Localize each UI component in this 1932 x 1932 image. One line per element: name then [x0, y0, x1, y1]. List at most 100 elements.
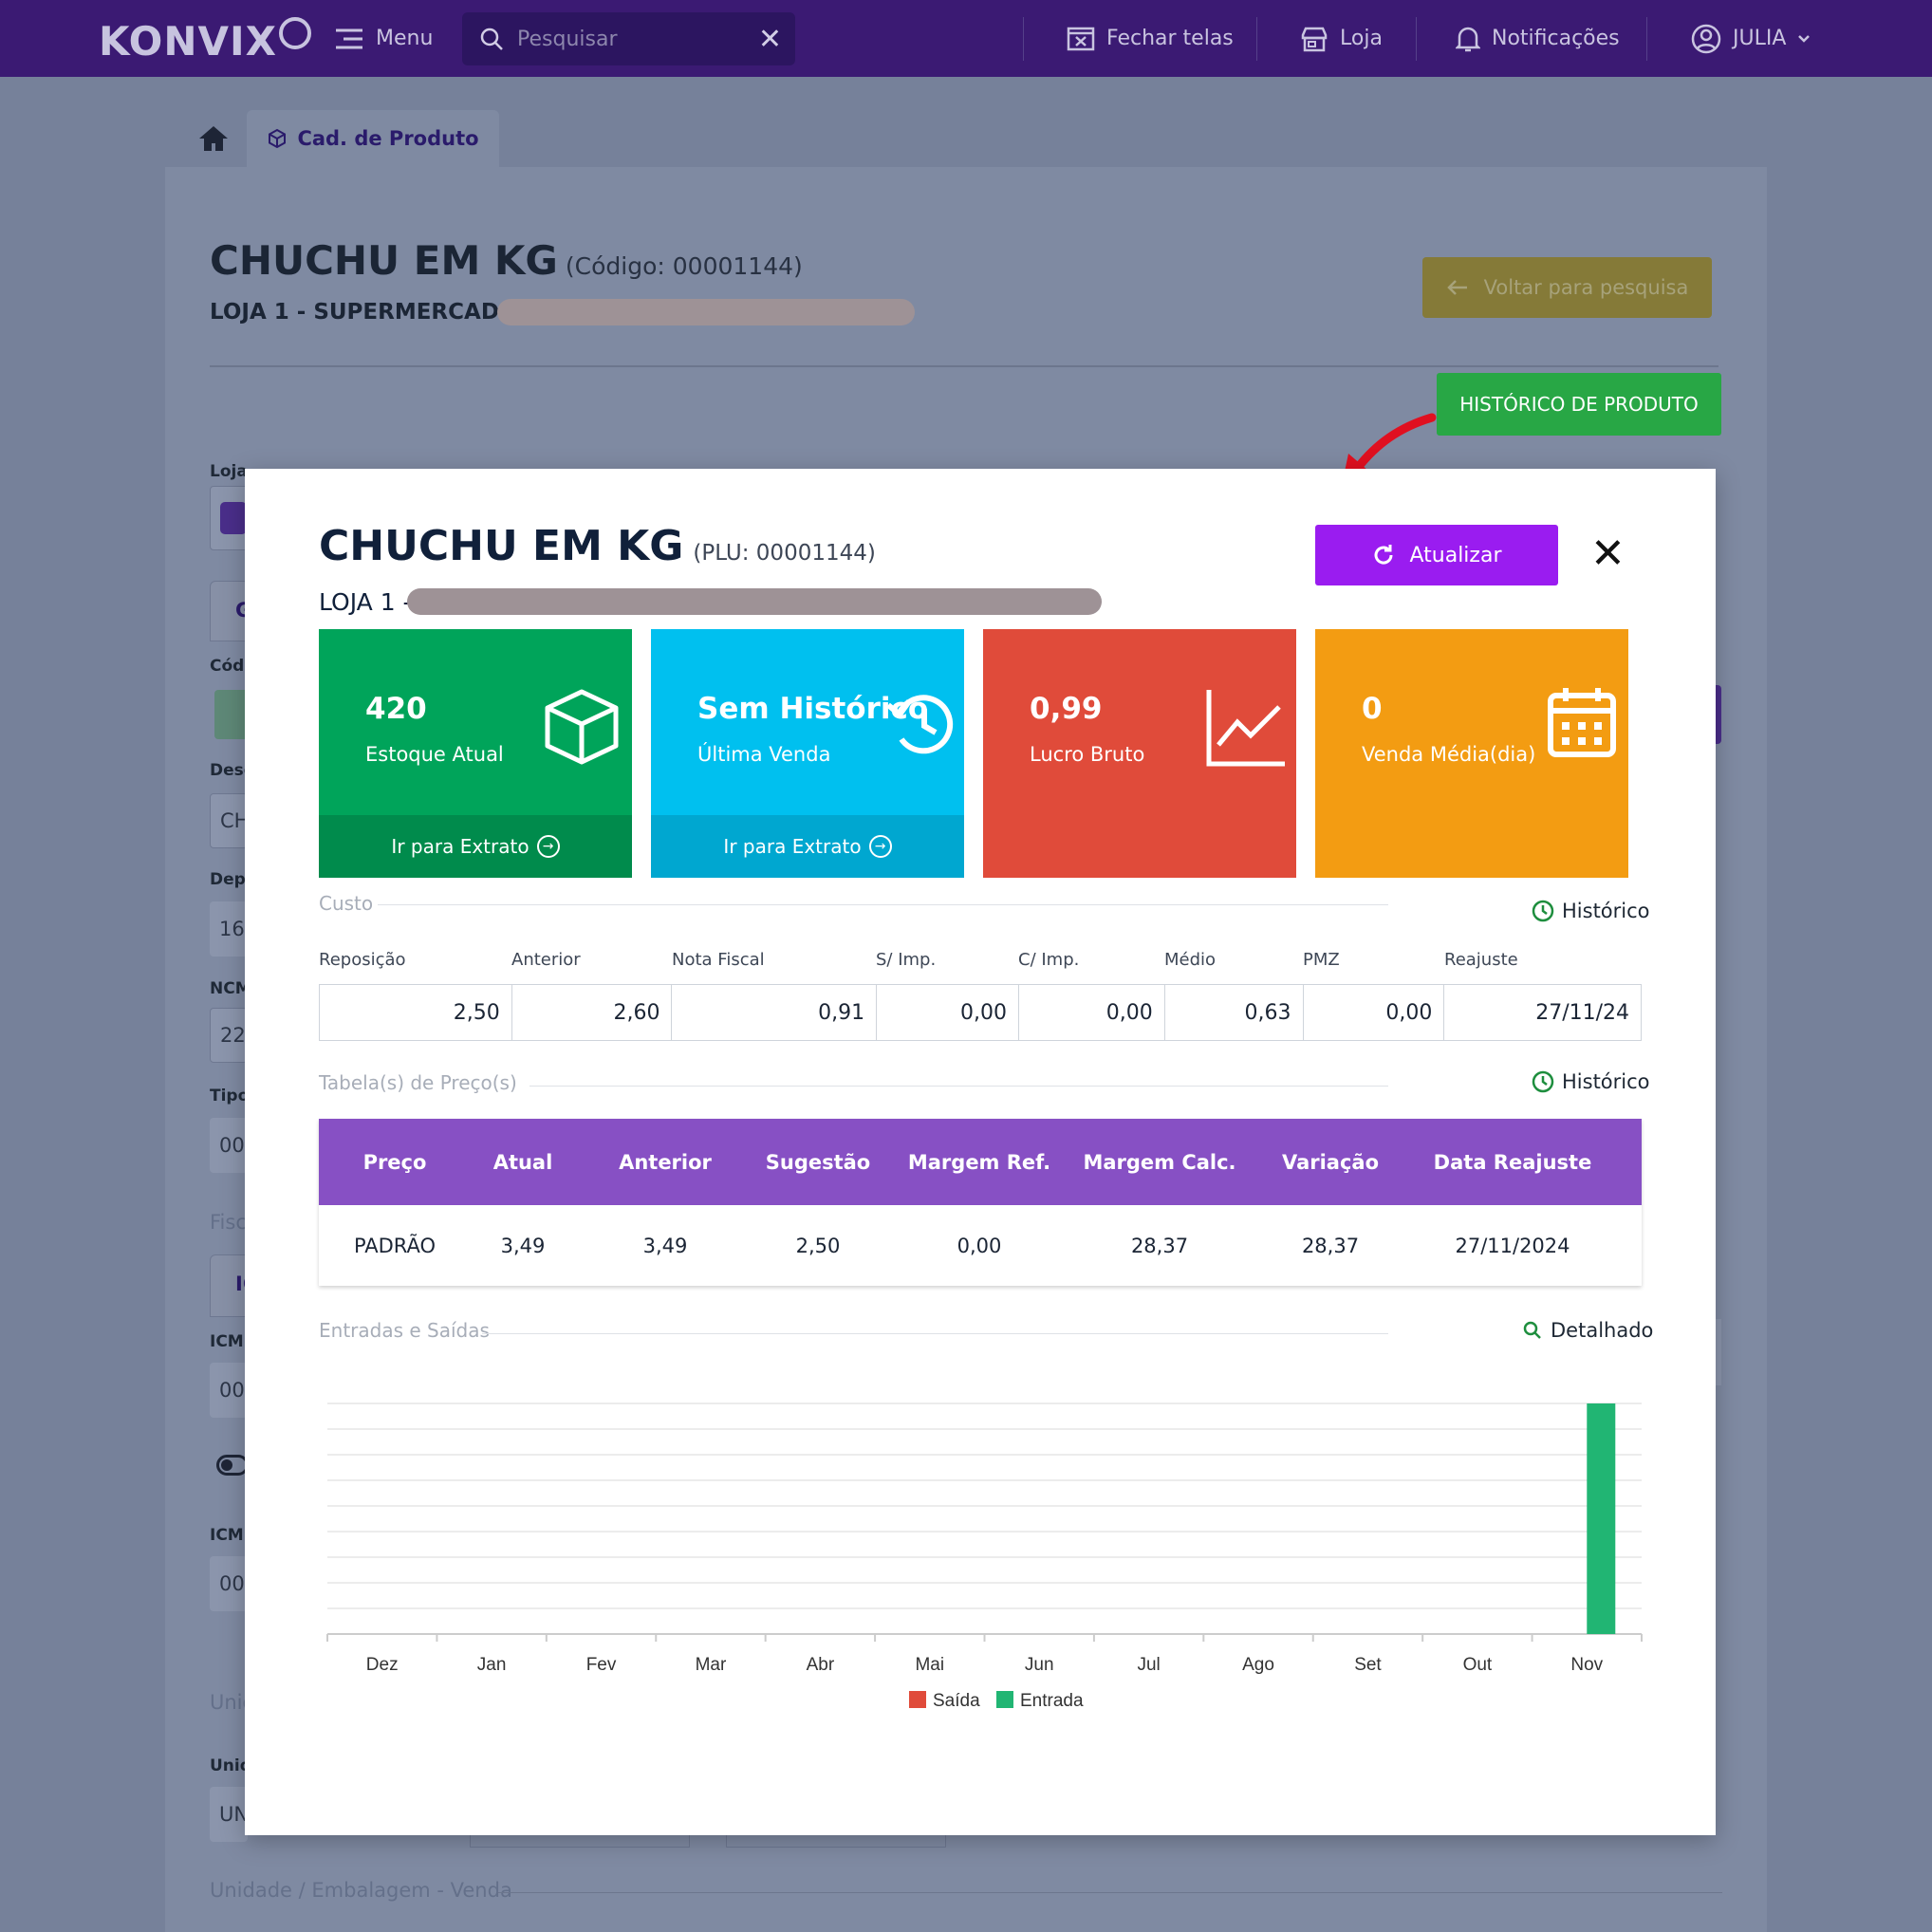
cost-header: C/ Imp. [1018, 950, 1080, 970]
extract-link-label: Ir para Extrato [391, 835, 529, 858]
calendar-icon [1548, 688, 1616, 757]
search-icon [480, 28, 503, 50]
bg-ncm-field[interactable]: 22 [210, 1008, 248, 1063]
search-icon [1523, 1321, 1541, 1339]
back-to-search-button[interactable]: Voltar para pesquisa [1422, 257, 1712, 318]
product-history-label: HISTÓRICO DE PRODUTO [1459, 393, 1699, 416]
table-cell: 3,49 [642, 1234, 688, 1257]
cube-icon [269, 128, 287, 149]
user-menu[interactable]: JULIA [1691, 0, 1822, 77]
bg-type-field[interactable]: 00 [210, 1118, 248, 1173]
chart-tick-label: Nov [1570, 1655, 1603, 1675]
cost-average[interactable]: 0,63 [1165, 985, 1304, 1040]
top-navbar: KONVIX Menu Pesquisar ✕ Fechar telas Loj… [0, 0, 1932, 77]
cost-replacement[interactable]: 2,50 [320, 985, 512, 1040]
page-title: CHUCHU EM KG (Código: 00001144) [210, 237, 803, 284]
col-header: Atual [492, 1150, 553, 1174]
bg-label-type: Tipo [210, 1087, 250, 1105]
home-tab[interactable] [180, 110, 247, 167]
bg-toggle[interactable] [216, 1455, 249, 1476]
bg-description-field[interactable]: CH [210, 793, 249, 848]
store-button[interactable]: Loja [1300, 0, 1383, 77]
bg-tab[interactable]: G [210, 581, 251, 641]
cost-pmz[interactable]: 0,00 [1304, 985, 1445, 1040]
bg-section-packaging: Unidade / Embalagem - Venda [210, 1879, 512, 1902]
bg-label-code: Códi [210, 657, 251, 676]
stock-label: Estoque Atual [365, 743, 504, 766]
back-button-label: Voltar para pesquisa [1483, 276, 1689, 299]
bg-label-store: Loja [210, 462, 248, 481]
clock-icon [1532, 900, 1554, 922]
update-button[interactable]: Atualizar [1315, 525, 1558, 585]
refresh-icon [1374, 545, 1393, 565]
divider [210, 365, 1718, 367]
bg-field-edge [726, 1835, 946, 1848]
divider [498, 1892, 1722, 1893]
redacted-text [407, 588, 1102, 615]
divider [1416, 17, 1417, 61]
bg-icms-field-2[interactable]: 00 [210, 1556, 248, 1611]
notifications-button[interactable]: Notificações [1456, 0, 1620, 77]
price-history-link[interactable]: Histórico [1532, 1070, 1650, 1093]
table-cell: 27/11/2024 [1455, 1234, 1570, 1257]
last-sale-label: Última Venda [697, 743, 831, 766]
col-header: Anterior [619, 1150, 712, 1174]
bg-store-select[interactable] [210, 486, 250, 550]
box-icon [545, 689, 619, 765]
close-modal-button[interactable]: ✕ [1590, 529, 1625, 578]
table-cell: 28,37 [1301, 1234, 1360, 1257]
legend-swatch [996, 1691, 1013, 1708]
modal-plu: (PLU: 00001144) [693, 541, 876, 566]
bg-label-unit: Unid [210, 1756, 251, 1775]
tab-product-register[interactable]: Cad. de Produto [247, 110, 499, 167]
close-screens-button[interactable]: Fechar telas [1067, 0, 1234, 77]
redacted-text [497, 299, 915, 325]
history-link-label: Histórico [1562, 1070, 1650, 1093]
chart-tick-label: Dez [366, 1655, 399, 1675]
clear-search-icon[interactable]: ✕ [757, 22, 782, 56]
modal-title: CHUCHU EM KG (PLU: 00001144) [319, 522, 876, 570]
cost-previous[interactable]: 2,60 [512, 985, 673, 1040]
cost-readjust-date[interactable]: 27/11/24 [1535, 1000, 1630, 1025]
arrow-right-circle-icon: → [868, 835, 892, 858]
store-icon [1301, 27, 1328, 51]
clock-icon [1532, 1070, 1554, 1093]
product-history-button[interactable]: HISTÓRICO DE PRODUTO [1437, 373, 1721, 436]
bg-code-button[interactable] [214, 690, 249, 739]
stock-tile: 420 Estoque Atual Ir para Extrato → [319, 629, 632, 878]
close-screens-label: Fechar telas [1106, 27, 1234, 50]
last-sale-tile: Sem Histórico Última Venda Ir para Extra… [651, 629, 964, 878]
bg-label-department: Depa [210, 870, 257, 889]
last-sale-extract-link[interactable]: Ir para Extrato → [651, 815, 964, 878]
table-cell: 0,00 [957, 1234, 1002, 1257]
bg-department-field[interactable]: 16 [210, 901, 248, 957]
tab-label: Cad. de Produto [297, 127, 479, 150]
line-chart-icon [1206, 690, 1285, 767]
cost-header: Nota Fiscal [672, 950, 765, 970]
detailed-link[interactable]: Detalhado [1522, 1319, 1653, 1342]
cost-with-tax[interactable]: 0,00 [1019, 985, 1165, 1040]
menu-button[interactable]: Menu [334, 0, 433, 77]
bg-unit-field[interactable]: UN [210, 1787, 249, 1842]
chart-tick-label: Mar [696, 1655, 727, 1675]
update-label: Atualizar [1409, 543, 1502, 567]
cost-no-tax[interactable]: 0,00 [877, 985, 1019, 1040]
cost-invoice[interactable]: 0,91 [672, 985, 878, 1040]
konvix-logo[interactable]: KONVIX [99, 17, 312, 65]
legend-swatch [909, 1691, 926, 1708]
cost-history-link[interactable]: Histórico [1532, 900, 1650, 922]
table-cell: PADRÃO [353, 1234, 437, 1257]
stock-extract-link[interactable]: Ir para Extrato → [319, 815, 632, 878]
bg-label-icms-2: ICMS [210, 1526, 255, 1545]
search-input[interactable]: Pesquisar [517, 27, 618, 51]
bg-label-icms: ICMS [210, 1332, 255, 1351]
bg-icms-field[interactable]: 00 [210, 1363, 248, 1418]
price-table: Preço Atual Anterior Sugestão Margem Ref… [319, 1119, 1642, 1286]
user-avatar-icon [1691, 24, 1721, 53]
bg-fiscal-tab[interactable]: IC [210, 1254, 257, 1317]
arrow-right-circle-icon: → [536, 835, 560, 858]
cost-header: Médio [1164, 950, 1217, 970]
col-header: Data Reajuste [1433, 1150, 1592, 1174]
user-name: JULIA [1733, 27, 1787, 50]
search-box[interactable]: Pesquisar ✕ [462, 12, 795, 65]
